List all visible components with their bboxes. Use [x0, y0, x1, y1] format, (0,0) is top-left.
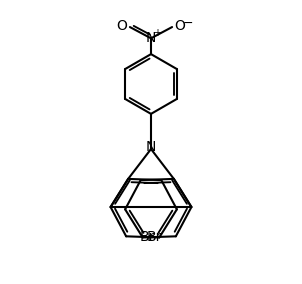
Text: N: N [146, 140, 156, 154]
Text: Br: Br [140, 231, 155, 245]
Text: −: − [183, 17, 193, 30]
Text: O: O [174, 19, 185, 33]
Text: N: N [146, 31, 156, 45]
Text: +: + [153, 28, 161, 38]
Text: O: O [117, 19, 128, 33]
Text: Br: Br [147, 231, 162, 245]
